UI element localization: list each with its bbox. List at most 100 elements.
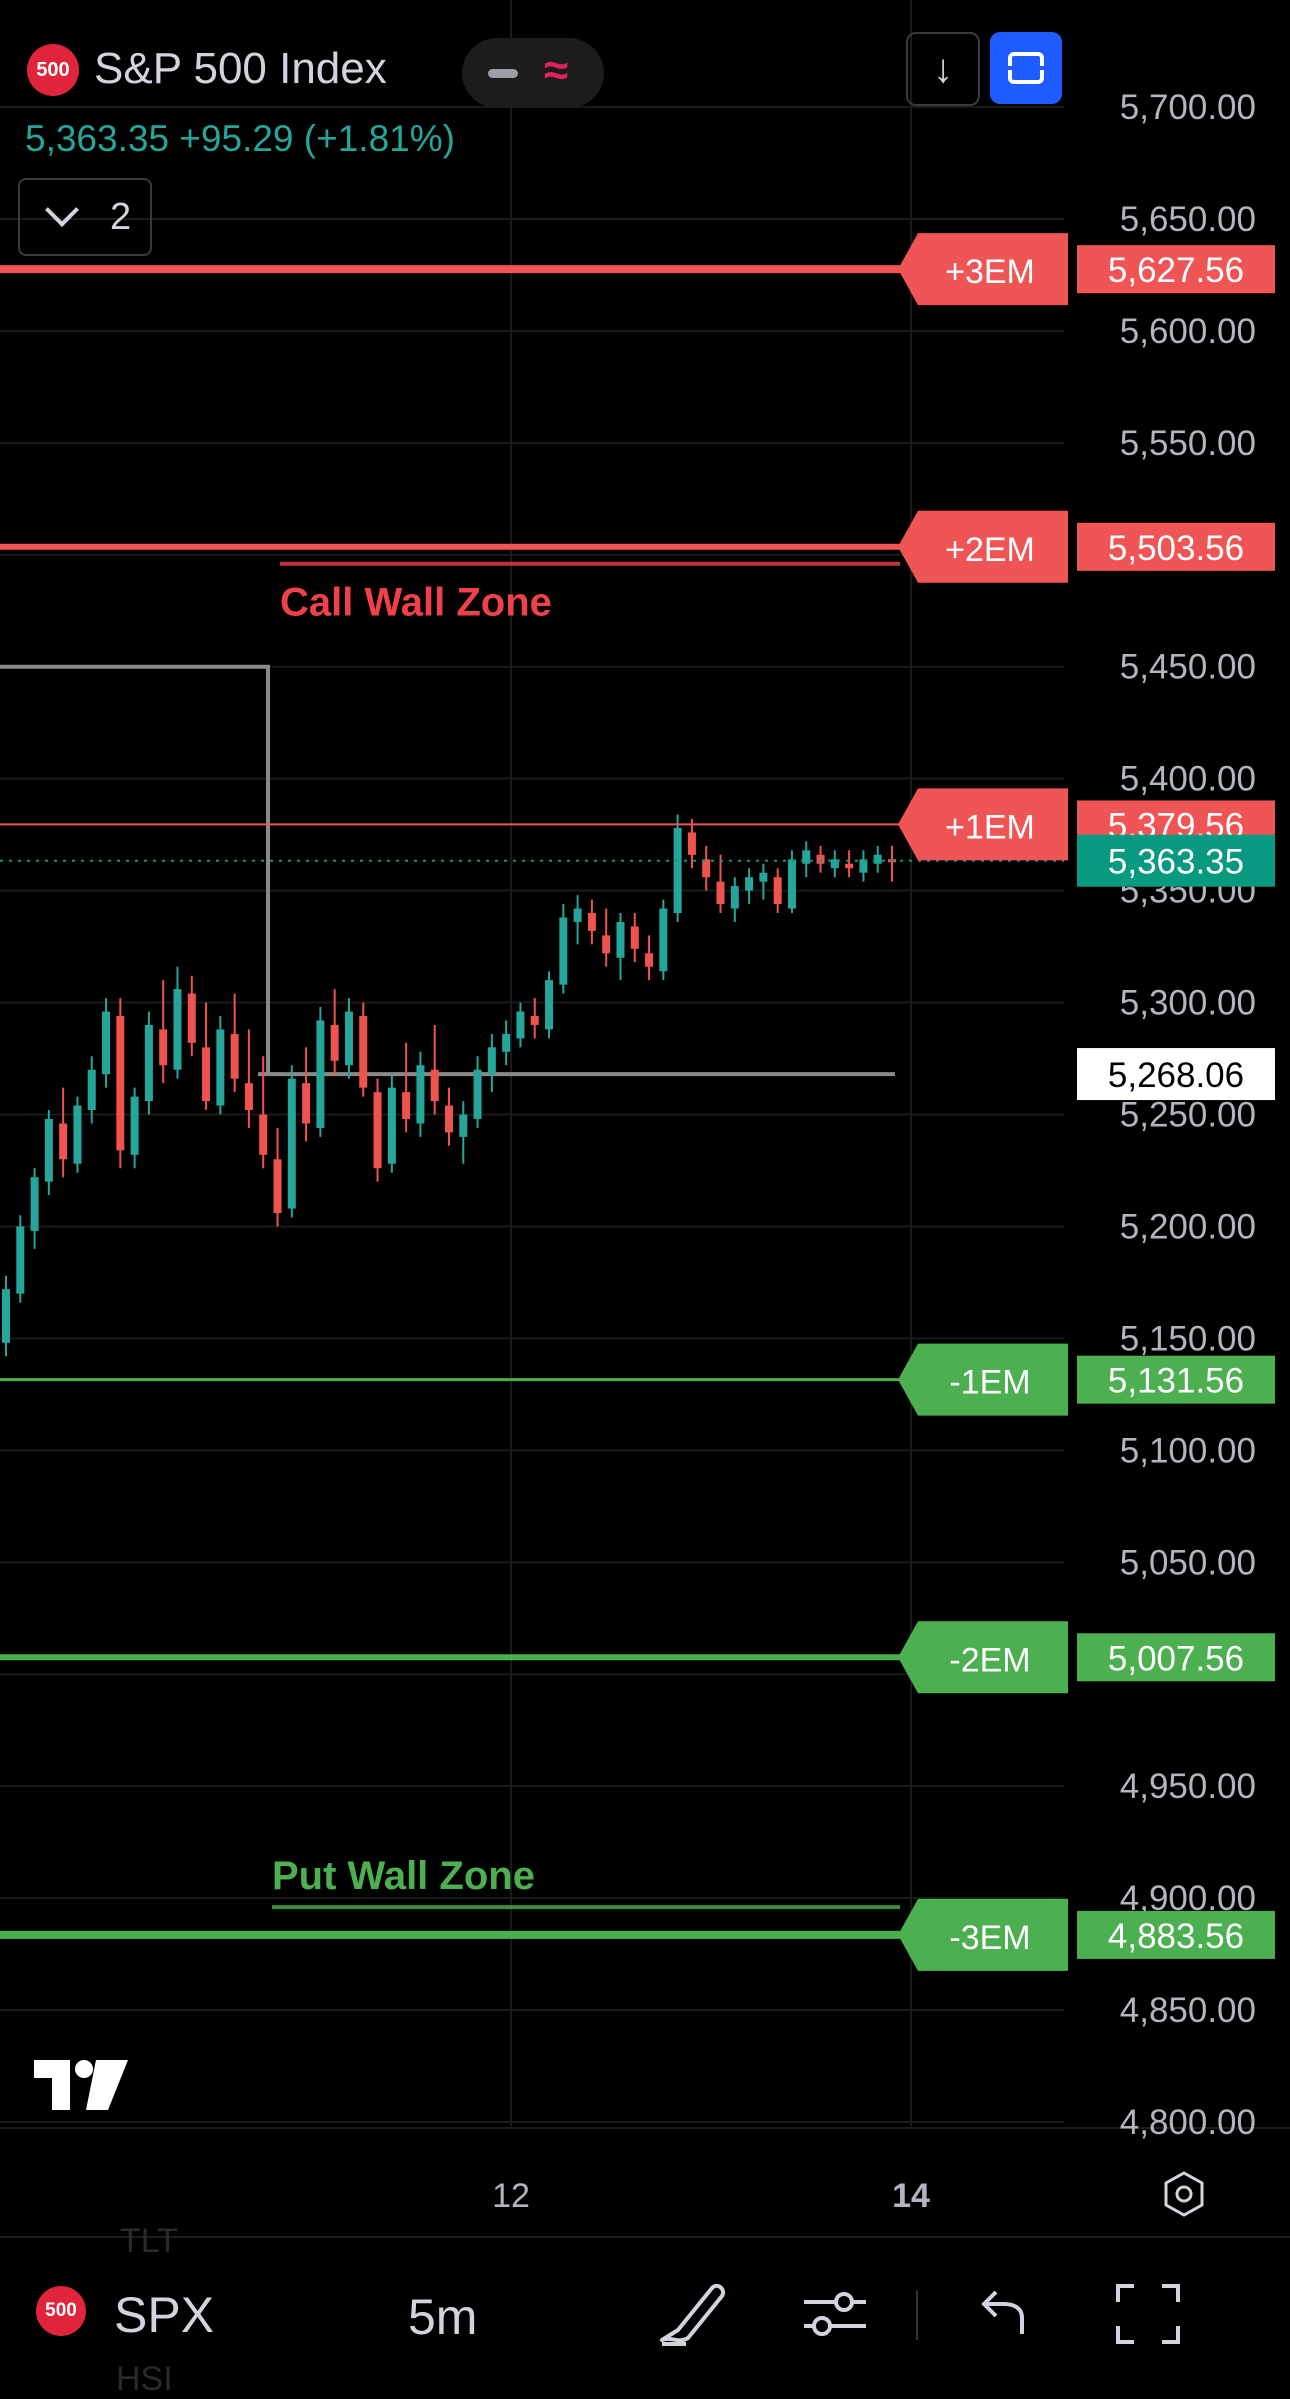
candle-body [16, 1226, 25, 1294]
candle-body [502, 1033, 511, 1052]
level-price-box [1077, 245, 1275, 294]
candle-body [645, 953, 654, 967]
download-button[interactable]: ↓ [906, 32, 980, 106]
symbol-button[interactable]: SPX [114, 2287, 215, 2343]
y-tick-label: 5,200.00 [1120, 1207, 1256, 1246]
candle-body [845, 863, 854, 869]
candle-body [402, 1092, 411, 1119]
candle-body [44, 1118, 53, 1182]
candle-body [587, 913, 596, 931]
level-price-box [1077, 522, 1275, 571]
current-price-box [1077, 834, 1275, 887]
level-price-label: 4,883.56 [1108, 1917, 1244, 1956]
candle-body [387, 1087, 396, 1164]
candle-body [445, 1105, 453, 1133]
candle-body [259, 1114, 268, 1155]
candle-body [102, 1011, 111, 1075]
y-tick-label: 5,050.00 [1120, 1543, 1256, 1582]
candle-body [2, 1289, 10, 1343]
candle-body [516, 1011, 525, 1039]
indicator-toggle[interactable]: ≈ [462, 38, 604, 108]
y-tick-label: 4,800.00 [1120, 2103, 1256, 2142]
level-tag [898, 510, 1068, 583]
current-price-label: 5,363.35 [1108, 843, 1244, 882]
candle-body [302, 1083, 311, 1124]
chart-settings-icon[interactable] [1160, 2170, 1208, 2218]
candle-body [216, 1029, 225, 1106]
candle-body [173, 989, 182, 1070]
level-tag [898, 233, 1068, 306]
indicators-icon[interactable] [800, 2278, 870, 2350]
candle-body [430, 1069, 439, 1102]
level-price-label: 5,627.56 [1108, 251, 1244, 290]
gray-level-price-label: 5,268.06 [1108, 1056, 1244, 1095]
candle-body [759, 872, 768, 882]
level-price-box [1077, 1633, 1275, 1682]
x-tick-label: 14 [892, 2177, 930, 2215]
candle-body [859, 859, 868, 873]
candle-body [330, 1024, 339, 1061]
candle-body [730, 886, 739, 909]
watchlist-ghost-symbol: TLT [120, 2222, 178, 2260]
price-chart[interactable]: Call Wall Zone Put Wall Zone 5,700.00 5,650… [0, 0, 1290, 2236]
interval-button[interactable]: 5m [408, 2289, 478, 2345]
collapse-studies-button[interactable]: 2 [18, 178, 152, 256]
level-tag [898, 1898, 1068, 1971]
candle-body [873, 854, 882, 864]
level-price-box [1077, 1355, 1275, 1404]
candle-body [473, 1069, 482, 1119]
candle-body [416, 1065, 425, 1124]
candle-body [602, 935, 611, 954]
y-tick-label: 5,450.00 [1120, 648, 1256, 687]
fullscreen-toggle-button[interactable] [990, 32, 1062, 104]
watchlist-ghost-symbol: HSI [116, 2360, 173, 2398]
candle-body [187, 993, 196, 1043]
tradingview-logo [34, 2060, 128, 2110]
y-tick-label: 5,700.00 [1120, 88, 1256, 127]
price-change-readout: 5,363.35 +95.29 (+1.81%) [25, 118, 455, 159]
y-tick-label: 5,150.00 [1120, 1319, 1256, 1358]
gray-level-price-box [1077, 1048, 1275, 1101]
level-tag-label: +1EM [945, 808, 1035, 846]
candle-body [144, 1024, 153, 1102]
y-tick-label: 5,650.00 [1120, 200, 1256, 239]
symbol-title[interactable]: S&P 500 Index [94, 44, 387, 93]
candle-body [359, 1015, 368, 1088]
level-price-label: 5,503.56 [1108, 529, 1244, 568]
candle-body [316, 1020, 325, 1128]
level-tag-label: +3EM [945, 253, 1035, 291]
candle-body [830, 859, 839, 869]
candle-body [530, 1015, 539, 1025]
candle-body [559, 917, 568, 985]
candle-body [159, 1029, 168, 1066]
candle-body [87, 1069, 96, 1111]
y-tick-label: 5,300.00 [1120, 984, 1256, 1023]
undo-icon[interactable] [974, 2278, 1034, 2350]
candle-body [573, 908, 582, 922]
index-badge: 500 [27, 44, 79, 96]
zone-label: Call Wall Zone [280, 581, 552, 625]
zone-label: Put Wall Zone [272, 1854, 535, 1898]
studies-count: 2 [110, 196, 132, 238]
y-tick-label: 5,600.00 [1120, 312, 1256, 351]
y-tick-label: 5,400.00 [1120, 760, 1256, 799]
candle-body [816, 854, 825, 864]
candle-body [687, 832, 696, 855]
candle-body [59, 1123, 68, 1160]
drawing-tool-icon[interactable] [656, 2278, 728, 2350]
candle-body [745, 877, 754, 891]
candle-body [73, 1105, 82, 1164]
minus-icon [488, 69, 518, 78]
level-tag [898, 1621, 1068, 1694]
candle-body [116, 1015, 125, 1151]
fullscreen-icon[interactable] [1112, 2278, 1184, 2350]
candle-body [716, 881, 725, 905]
candle-body [459, 1114, 468, 1137]
candle-body [244, 1083, 253, 1111]
candle-body [616, 921, 625, 958]
candle-body [702, 859, 711, 878]
candle-body [673, 827, 682, 913]
y-tick-label: 5,250.00 [1120, 1096, 1256, 1135]
candle-body [287, 1078, 296, 1209]
candle-body [630, 926, 639, 949]
